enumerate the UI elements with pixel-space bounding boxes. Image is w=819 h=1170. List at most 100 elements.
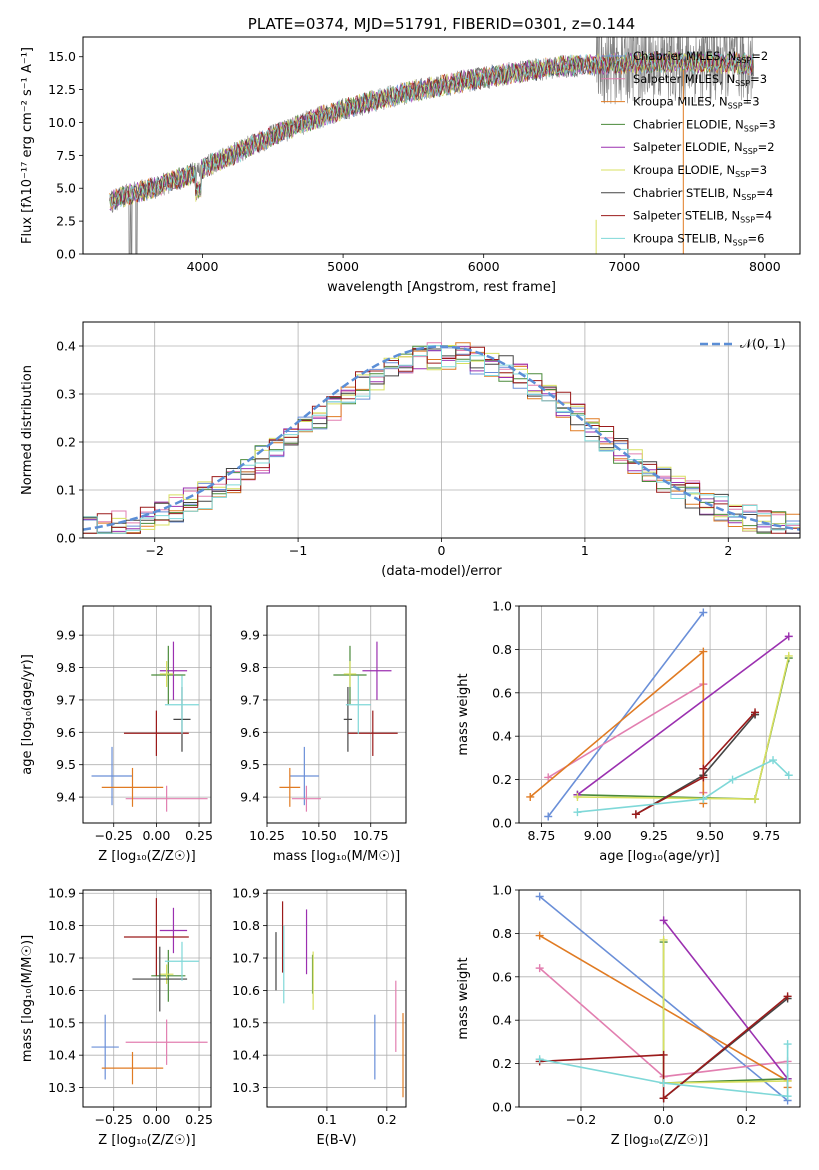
y-tick-label: 0.2 (56, 435, 76, 450)
legend-n: 4 (766, 186, 773, 200)
x-tick-label: 0.00 (142, 1112, 170, 1127)
y-tick-label: 10.8 (232, 918, 260, 933)
y-tick-label: 0.2 (492, 1056, 512, 1071)
y-tick-label: 10.0 (48, 115, 76, 130)
legend-n: 3 (760, 72, 767, 86)
weight-series (659, 916, 792, 1083)
weight-series (573, 632, 793, 799)
x-axis-label: mass [log₁₀(M/M☉)] (273, 849, 400, 864)
weight-marker (544, 773, 553, 782)
data-point (123, 898, 189, 976)
y-axis-label: mass weight (456, 957, 471, 1039)
y-tick-label: 2.5 (56, 214, 76, 229)
weight-marker (699, 773, 708, 782)
legend-n-label: , N (728, 117, 744, 131)
legend-ssp-sub: SSP (728, 102, 743, 111)
y-tick-label: 0.0 (56, 247, 76, 262)
weight-marker (784, 632, 793, 641)
y-tick-label: 0.6 (492, 969, 512, 984)
weight-line (539, 995, 789, 1100)
weight-marker (659, 935, 668, 944)
legend-eq: = (748, 231, 758, 245)
x-axis-label: Z [log₁₀(Z/Z☉)] (98, 1133, 195, 1148)
legend-model: Salpeter MILES (633, 72, 719, 86)
x-tick-label: 10.75 (353, 828, 389, 843)
data-point (91, 746, 133, 806)
weight-line (576, 635, 790, 796)
x-tick-label: 7000 (608, 259, 640, 274)
y-tick-label: 9.9 (240, 628, 260, 643)
residuals-axes: −2 −1 0 1 2 0.0 0.1 0.2 0.3 0.4 (data-model)/error… (20, 322, 800, 579)
y-tick-label: 15.0 (48, 49, 76, 64)
data-point (343, 686, 353, 752)
y-tick-label: 10.3 (232, 1080, 260, 1095)
legend-entry: 𝒩(0, 1) (740, 336, 786, 351)
x-axis-label: (data-model)/error (381, 564, 502, 579)
x-axis-label: wavelength [Angstrom, rest frame] (327, 280, 556, 295)
y-tick-label: 9.8 (240, 660, 260, 675)
age_vs_Z-axes: −0.25 0.00 0.25 9.4 9.5 9.6 9.7 9.8 9.9 Z [log₁₀(… (20, 606, 213, 864)
weight-marker (544, 812, 553, 821)
legend-n-label: , N (719, 163, 735, 177)
legend-ssp-sub: SSP (735, 79, 750, 88)
age_vs_Z-points (91, 641, 208, 812)
y-tick-label: 10.7 (48, 951, 76, 966)
weight-series (659, 938, 792, 1088)
weight-series (535, 992, 792, 1103)
y-axis-label: age [log₁₀(age/yr)] (20, 654, 35, 775)
y-tick-label: 10.9 (48, 886, 76, 901)
data-point (159, 641, 188, 700)
y-tick-label: 9.5 (56, 757, 76, 772)
x-tick-label: 9.25 (640, 828, 668, 843)
x-tick-label: 0.2 (736, 1112, 756, 1127)
data-point (164, 675, 200, 734)
y-tick-label: 0.8 (492, 642, 512, 657)
y-tick-label: 9.8 (56, 660, 76, 675)
legend-n-label: , N (725, 186, 741, 200)
weight-series (573, 651, 793, 804)
legend-model: Kroupa ELODIE (633, 163, 719, 177)
data-point (91, 1014, 119, 1080)
x-tick-label: 2 (724, 543, 732, 558)
legend-eq: = (750, 163, 760, 177)
spectrum-frame (82, 36, 801, 255)
legend-entry: Kroupa ELODIE, NSSP=3 (633, 163, 767, 179)
weight-series (631, 708, 760, 819)
age_vs_mass-axes: 10.25 10.50 10.75 9.4 9.5 9.6 9.7 9.8 9.9 mass [l… (240, 606, 406, 864)
weight-series (544, 680, 708, 797)
data-point (291, 785, 321, 812)
data-point (132, 946, 188, 1012)
legend-model: Chabrier ELODIE (633, 117, 728, 131)
x-tick-label: 10.50 (301, 828, 337, 843)
legend-n: 2 (767, 140, 774, 154)
data-point (125, 1019, 208, 1065)
data-point (345, 675, 371, 734)
x-tick-label: −0.25 (95, 828, 133, 843)
y-tick-label: 5.0 (56, 181, 76, 196)
mass_vs_ebv-axes: 0.1 0.2 10.3 10.4 10.5 10.6 10.7 10.8 10.9 E(B-V) (232, 886, 406, 1148)
y-tick-label: 9.4 (240, 790, 260, 805)
data-point (125, 785, 208, 812)
y-tick-label: 10.3 (48, 1080, 76, 1095)
x-tick-label: 9.75 (752, 828, 780, 843)
x-tick-label: 0.2 (377, 1112, 397, 1127)
x-axis-label: age [log₁₀(age/yr)] (599, 849, 720, 864)
legend: Chabrier MILES , N SSP = 2 Salpeter MILES , N S… (601, 49, 776, 247)
y-axis-label: Normed distribution (20, 365, 35, 495)
weight-series (535, 1040, 792, 1101)
weight_vs_Z-frame (518, 889, 801, 1108)
y-tick-label: 10.8 (48, 918, 76, 933)
x-tick-label: 9.50 (696, 828, 724, 843)
spectrum-lines (109, 37, 754, 254)
data-point (289, 746, 319, 806)
y-tick-label: 0.4 (492, 1013, 512, 1028)
x-tick-label: −0.25 (95, 1112, 133, 1127)
y-tick-label: 1.0 (492, 599, 512, 614)
legend-model: Chabrier MILES (633, 49, 720, 63)
y-tick-label: 9.7 (240, 692, 260, 707)
y-tick-label: 7.5 (56, 148, 76, 163)
weight-marker (659, 1050, 668, 1059)
weight-marker (659, 916, 668, 925)
data-point (101, 767, 164, 807)
